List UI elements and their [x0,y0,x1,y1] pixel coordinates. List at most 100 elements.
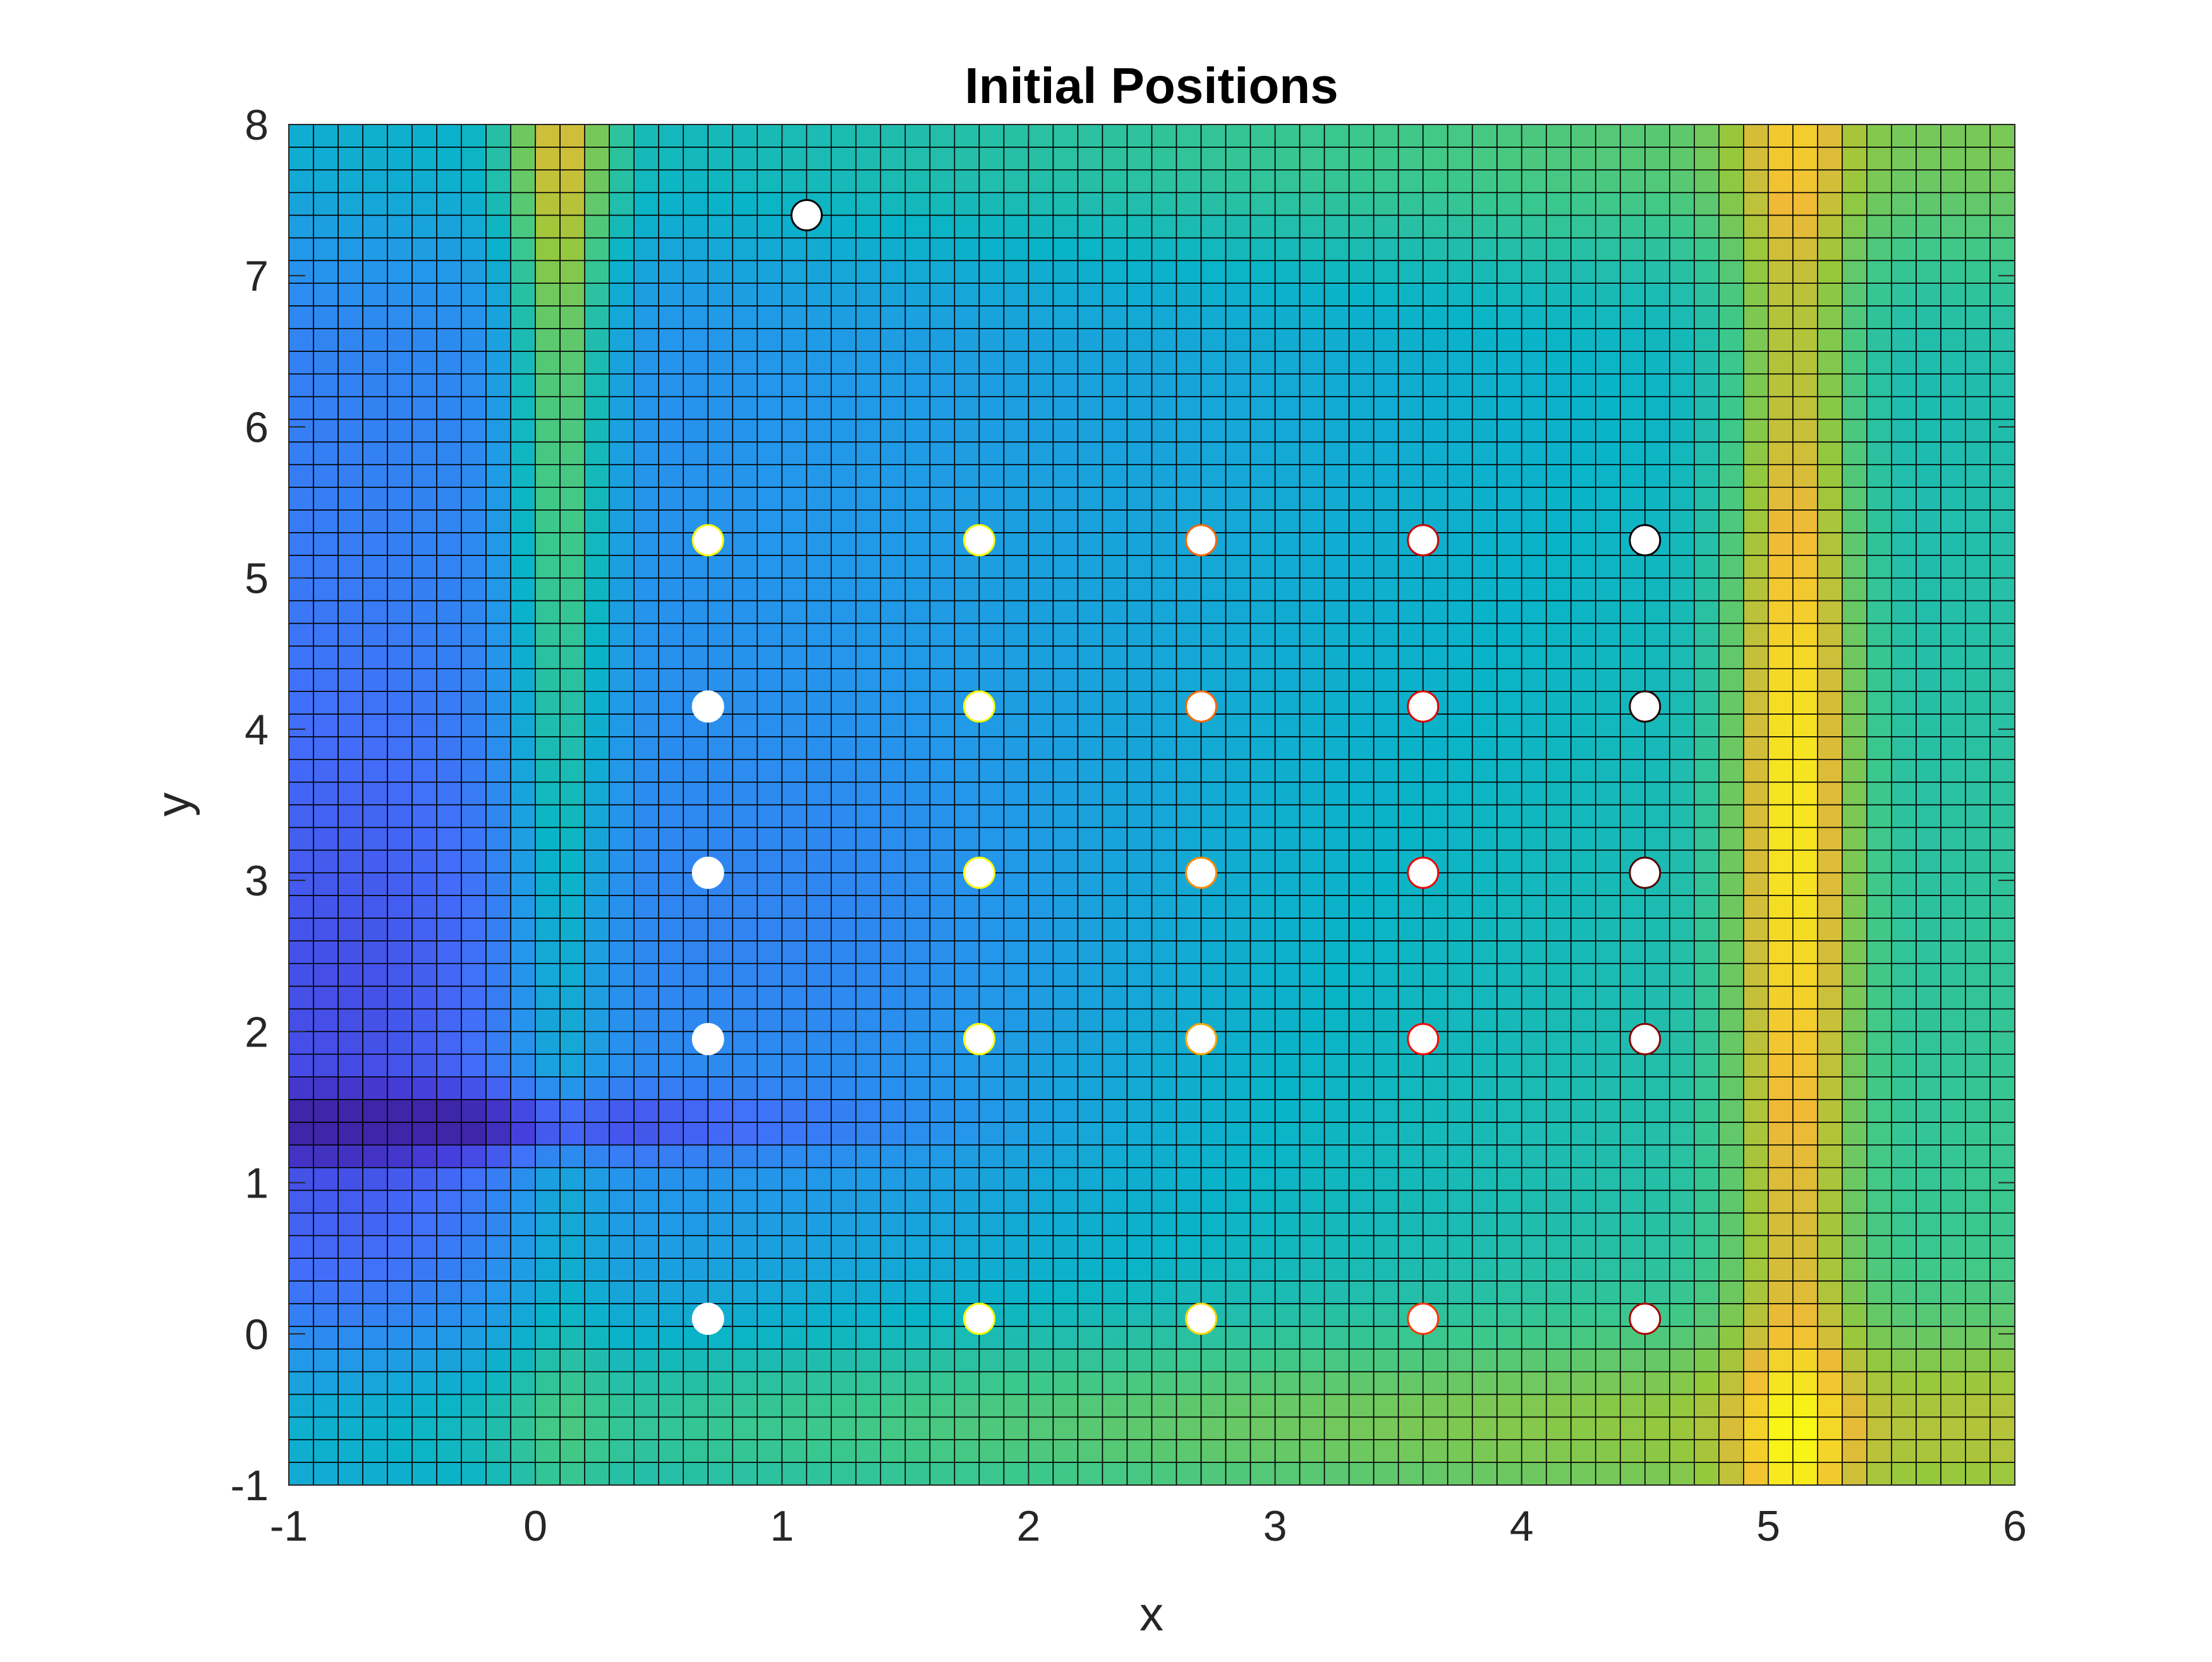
heatmap-cell [1891,532,1917,556]
heatmap-cell [1397,237,1424,262]
heatmap-cell [781,736,808,760]
heatmap-cell [1694,827,1720,851]
heatmap-cell [584,940,610,964]
heatmap-cell [1151,1099,1177,1123]
heatmap-cell [1965,736,1991,760]
heatmap-cell [510,441,536,466]
heatmap-cell [337,509,363,533]
heatmap-cell [806,1099,832,1123]
heatmap-cell [1151,758,1177,783]
heatmap-cell [1990,1053,2015,1077]
heatmap-cell [1669,328,1695,352]
heatmap-cell [1940,1076,1966,1100]
heatmap-cell [1718,622,1744,647]
heatmap-cell [1595,351,1621,375]
heatmap-cell [1940,713,1966,737]
heatmap-cell [757,827,783,851]
heatmap-cell [1323,622,1350,647]
heatmap-cell [1570,191,1596,216]
heatmap-cell [387,918,413,942]
heatmap-cell [1619,214,1646,239]
heatmap-cell [658,985,684,1010]
heatmap-cell [658,1189,684,1214]
heatmap-cell [584,1189,610,1214]
heatmap-cell [1028,940,1054,964]
heatmap-cell [757,441,783,466]
heatmap-cell [313,147,339,171]
heatmap-cell [1447,282,1473,306]
heatmap-cell [1102,418,1128,443]
heatmap-cell [609,1053,635,1077]
heatmap-cell [559,758,585,783]
heatmap-cell [1373,1326,1399,1350]
heatmap-cell [584,1031,610,1055]
heatmap-cell [929,827,956,851]
heatmap-cell [1397,1348,1424,1373]
heatmap-cell [929,487,956,511]
heatmap-cell [1743,758,1769,783]
heatmap-cell [1422,373,1449,397]
heatmap-cell [1768,532,1794,556]
heatmap-cell [1077,1393,1103,1418]
heatmap-cell [1102,1053,1128,1077]
heatmap-cell [289,962,314,987]
heatmap-cell [1817,1393,1843,1418]
heatmap-cell [1891,1008,1917,1033]
heatmap-cell [1126,214,1153,239]
heatmap-cell [929,872,956,896]
heatmap-cell [1842,554,1868,579]
heatmap-cell [855,214,882,239]
heatmap-cell [1891,1348,1917,1373]
heatmap-cell [1003,1076,1030,1100]
heatmap-cell [535,1439,561,1463]
heatmap-cell [1965,1076,1991,1100]
heatmap-cell [535,1326,561,1350]
heatmap-cell [362,691,388,715]
heatmap-cell [1200,645,1227,670]
heatmap-cell [1545,1189,1572,1214]
heatmap-cell [904,1167,931,1191]
heatmap-cell [313,827,339,851]
heatmap-cell [609,396,635,420]
heatmap-cell [1323,169,1350,193]
heatmap-cell [584,351,610,375]
heatmap-cell [609,441,635,466]
heatmap-cell [1126,464,1153,488]
heatmap-cell [1052,962,1079,987]
heatmap-cell [1102,1303,1128,1327]
heatmap-cell [535,351,561,375]
heatmap-cell [289,827,314,851]
heatmap-cell [1471,1371,1498,1395]
heatmap-cell [904,1416,931,1441]
heatmap-cell [584,713,610,737]
heatmap-cell [1422,147,1449,171]
heatmap-cell [781,713,808,737]
heatmap-cell [559,940,585,964]
heatmap-cell [1570,872,1596,896]
heatmap-cell [683,1235,709,1259]
heatmap-cell [1151,577,1177,602]
heatmap-cell [535,1303,561,1327]
heatmap-cell [461,577,487,602]
heatmap-cell [1545,668,1572,692]
heatmap-cell [1866,147,1892,171]
heatmap-cell [1694,1393,1720,1418]
heatmap-cell [781,441,808,466]
heatmap-cell [830,169,857,193]
heatmap-cell [1792,1303,1818,1327]
heatmap-cell [1471,600,1498,624]
heatmap-cell [1916,1076,1942,1100]
y-axis-label: y [147,792,200,816]
heatmap-cell [633,622,660,647]
heatmap-cell [1817,1144,1843,1168]
heatmap-cell [436,351,462,375]
heatmap-cell [559,1348,585,1373]
heatmap-cell [559,1076,585,1100]
heatmap-cell [855,1144,882,1168]
heatmap-cell [1817,464,1843,488]
heatmap-cell [1225,1099,1251,1123]
heatmap-cell [1323,781,1350,806]
heatmap-cell [929,1348,956,1373]
heatmap-cell [1052,985,1079,1010]
